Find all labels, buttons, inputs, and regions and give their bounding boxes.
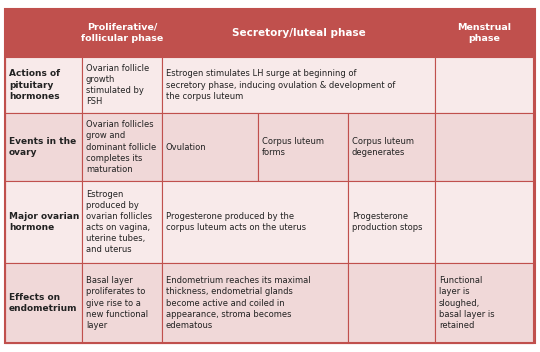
Bar bbox=[5, 181, 82, 263]
Text: Corpus luteum
degenerates: Corpus luteum degenerates bbox=[352, 137, 414, 157]
Bar bbox=[82, 113, 162, 181]
Text: Ovarian follicles
grow and
dominant follicle
completes its
maturation: Ovarian follicles grow and dominant foll… bbox=[86, 120, 156, 174]
Text: Proliferative/
follicular phase: Proliferative/ follicular phase bbox=[81, 23, 163, 43]
Bar bbox=[162, 113, 258, 181]
Bar bbox=[162, 9, 435, 57]
Text: Secretory/luteal phase: Secretory/luteal phase bbox=[232, 28, 366, 38]
Text: Progesterone produced by the
corpus luteum acts on the uterus: Progesterone produced by the corpus lute… bbox=[166, 212, 306, 232]
Bar bbox=[82, 57, 162, 113]
Text: Estrogen
produced by
ovarian follicles
acts on vagina,
uterine tubes,
and uterus: Estrogen produced by ovarian follicles a… bbox=[86, 190, 152, 254]
Bar bbox=[5, 113, 82, 181]
Bar bbox=[435, 113, 533, 181]
Text: Corpus luteum
forms: Corpus luteum forms bbox=[262, 137, 324, 157]
Text: Ovulation: Ovulation bbox=[166, 143, 207, 151]
Text: Major ovarian
hormone: Major ovarian hormone bbox=[9, 212, 79, 232]
Text: Progesterone
production stops: Progesterone production stops bbox=[352, 212, 422, 232]
Bar bbox=[5, 9, 82, 57]
Bar bbox=[82, 181, 162, 263]
Bar bbox=[435, 181, 533, 263]
Bar bbox=[258, 113, 348, 181]
Text: Menstrual
phase: Menstrual phase bbox=[457, 23, 511, 43]
Bar bbox=[82, 9, 162, 57]
Text: Ovarian follicle
growth
stimulated by
FSH: Ovarian follicle growth stimulated by FS… bbox=[86, 64, 149, 106]
Bar bbox=[348, 113, 435, 181]
Text: Estrogen stimulates LH surge at beginning of
secretory phase, inducing ovulation: Estrogen stimulates LH surge at beginnin… bbox=[166, 69, 395, 101]
Bar bbox=[162, 263, 348, 343]
Bar bbox=[348, 181, 435, 263]
Bar bbox=[5, 263, 82, 343]
Bar bbox=[5, 57, 82, 113]
Text: Endometrium reaches its maximal
thickness, endometrial glands
become active and : Endometrium reaches its maximal thicknes… bbox=[166, 276, 310, 330]
Bar bbox=[348, 263, 435, 343]
Text: Events in the
ovary: Events in the ovary bbox=[9, 137, 76, 157]
Bar bbox=[435, 263, 533, 343]
Bar bbox=[162, 181, 348, 263]
Text: Effects on
endometrium: Effects on endometrium bbox=[9, 293, 78, 313]
Text: Actions of
pituitary
hormones: Actions of pituitary hormones bbox=[9, 69, 60, 101]
Bar bbox=[435, 9, 533, 57]
Text: Basal layer
proliferates to
give rise to a
new functional
layer: Basal layer proliferates to give rise to… bbox=[86, 276, 148, 330]
Text: Functional
layer is
sloughed,
basal layer is
retained: Functional layer is sloughed, basal laye… bbox=[439, 276, 495, 330]
Bar bbox=[162, 57, 435, 113]
Bar bbox=[435, 57, 533, 113]
Bar bbox=[82, 263, 162, 343]
